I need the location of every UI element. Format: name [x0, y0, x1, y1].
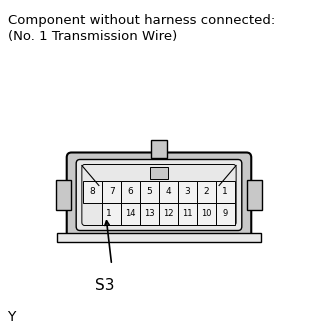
Bar	[197, 203, 216, 225]
Bar	[216, 181, 235, 203]
Text: Y: Y	[8, 310, 16, 324]
Bar	[57, 233, 261, 242]
Bar	[159, 181, 178, 203]
Text: S3: S3	[95, 278, 114, 293]
Bar	[216, 203, 235, 225]
Text: 6: 6	[128, 187, 133, 196]
Bar	[140, 203, 159, 225]
Bar	[102, 181, 121, 203]
Bar	[140, 181, 159, 203]
Bar	[102, 203, 121, 225]
Text: 5: 5	[147, 187, 152, 196]
Text: 9: 9	[223, 210, 228, 218]
Text: 11: 11	[182, 210, 193, 218]
FancyBboxPatch shape	[76, 159, 242, 230]
Bar	[159, 203, 178, 225]
Text: 2: 2	[204, 187, 209, 196]
Text: Component without harness connected:: Component without harness connected:	[8, 14, 275, 27]
Text: 1: 1	[106, 210, 112, 218]
Text: 8: 8	[90, 187, 96, 196]
Bar	[247, 180, 262, 210]
Text: 4: 4	[166, 187, 171, 196]
Text: 3: 3	[184, 187, 190, 196]
Bar	[83, 181, 102, 203]
FancyBboxPatch shape	[82, 164, 236, 225]
Bar	[197, 181, 216, 203]
Text: 7: 7	[109, 187, 115, 196]
Text: 12: 12	[163, 210, 174, 218]
Bar	[178, 203, 197, 225]
FancyBboxPatch shape	[67, 152, 251, 238]
Text: (No. 1 Transmission Wire): (No. 1 Transmission Wire)	[8, 30, 177, 43]
Text: 14: 14	[125, 210, 136, 218]
Bar	[56, 180, 72, 210]
Bar	[121, 203, 140, 225]
Text: 13: 13	[144, 210, 155, 218]
Text: 1: 1	[222, 187, 228, 196]
Bar	[121, 181, 140, 203]
Bar	[151, 140, 167, 157]
Bar	[178, 181, 197, 203]
Bar	[150, 167, 168, 179]
Text: 10: 10	[201, 210, 212, 218]
